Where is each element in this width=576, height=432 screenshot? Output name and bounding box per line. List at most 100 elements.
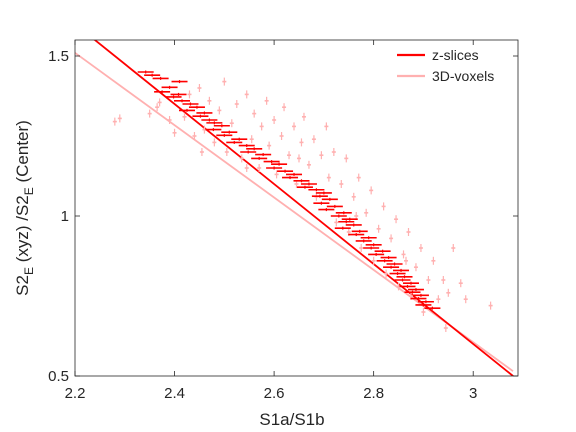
- voxel-point: [222, 77, 227, 86]
- y-tick-label: 1.5: [48, 48, 69, 65]
- voxel-point: [359, 244, 364, 252]
- voxel-point: [197, 84, 202, 92]
- voxel-point: [239, 154, 244, 163]
- slice-point: [182, 102, 199, 106]
- slice-point: [213, 124, 230, 128]
- voxel-point: [274, 170, 279, 179]
- slice-point: [407, 288, 424, 292]
- voxel-point: [384, 269, 389, 278]
- voxel-point: [264, 96, 269, 105]
- slice-point: [330, 214, 347, 218]
- voxel-point: [488, 301, 493, 310]
- voxel-point: [155, 103, 160, 112]
- fit-line-z-slices: [93, 40, 514, 376]
- voxel-point: [451, 244, 456, 252]
- slice-point: [380, 256, 397, 260]
- slice-point: [311, 194, 328, 198]
- slice-point: [300, 182, 317, 186]
- voxel-point: [339, 180, 344, 188]
- voxel-point: [406, 228, 411, 236]
- voxel-point: [182, 112, 187, 121]
- voxel-point: [199, 148, 204, 156]
- voxel-point: [431, 256, 436, 265]
- slice-point: [286, 172, 303, 176]
- slice-point: [226, 140, 243, 144]
- slice-point: [152, 76, 169, 80]
- voxel-point: [389, 234, 394, 243]
- voxel-point: [272, 116, 277, 124]
- slice-point: [399, 284, 416, 288]
- voxel-point: [212, 138, 217, 147]
- voxel-point: [112, 117, 117, 126]
- slice-point: [363, 246, 380, 250]
- slice-point: [374, 249, 391, 253]
- slice-point: [326, 204, 343, 208]
- voxel-point: [344, 154, 349, 163]
- slice-point: [360, 236, 377, 240]
- x-axis-label: S1a/S1b: [259, 410, 324, 429]
- voxel-point: [331, 148, 336, 156]
- slice-point: [246, 147, 263, 151]
- slice-point: [417, 300, 434, 304]
- voxel-point: [187, 90, 192, 99]
- voxel-point: [319, 151, 324, 160]
- slice-point: [365, 243, 382, 247]
- voxel-point: [279, 132, 284, 140]
- slice-point: [345, 223, 362, 227]
- slice-point: [192, 114, 209, 118]
- voxel-point: [356, 173, 361, 182]
- voxel-point: [257, 164, 262, 172]
- slice-point: [321, 197, 338, 201]
- voxel-point: [394, 215, 399, 224]
- voxel-point: [287, 151, 292, 160]
- slice-point: [171, 80, 188, 84]
- slice-point: [296, 185, 313, 189]
- slice-point: [402, 281, 419, 285]
- slice-point: [404, 290, 421, 294]
- slice-point: [386, 262, 403, 266]
- slice-point: [154, 90, 171, 94]
- voxel-point: [299, 138, 304, 147]
- points-layer: [112, 70, 493, 332]
- voxel-point: [311, 135, 316, 144]
- slice-point: [266, 166, 283, 170]
- x-tick-label: 3: [469, 385, 477, 402]
- voxel-point: [296, 154, 301, 163]
- voxel-point: [446, 288, 451, 297]
- voxel-point: [426, 276, 431, 284]
- slice-point: [205, 128, 222, 132]
- slice-point: [255, 153, 272, 157]
- slice-point: [341, 217, 358, 221]
- slice-point: [396, 275, 413, 279]
- slice-point: [238, 144, 255, 148]
- slice-point: [394, 278, 411, 282]
- slice-point: [178, 108, 195, 112]
- fit-lines-layer: [75, 40, 514, 376]
- slice-point: [412, 293, 429, 297]
- slice-point: [383, 265, 400, 269]
- voxel-point: [376, 224, 381, 233]
- plot-frame: [74, 39, 519, 377]
- slice-point: [334, 226, 351, 230]
- slice-point: [335, 211, 352, 215]
- voxel-point: [244, 164, 249, 172]
- slice-point: [251, 156, 268, 160]
- slice-point: [170, 92, 187, 96]
- voxel-point: [244, 90, 249, 99]
- voxel-point: [217, 106, 222, 115]
- slice-point: [165, 95, 182, 99]
- tick-labels-layer: 2.2 2.4 2.6 2.8 3 0.5 1 1.5: [48, 48, 477, 402]
- slice-point: [174, 99, 191, 103]
- series-3d-voxels: [112, 77, 493, 332]
- voxel-point: [401, 250, 406, 259]
- slice-point: [389, 272, 406, 276]
- voxel-point: [172, 128, 177, 137]
- slice-point: [424, 306, 441, 310]
- voxel-point: [249, 135, 254, 144]
- voxel-point: [441, 276, 446, 284]
- voxel-point: [224, 148, 229, 156]
- slice-point: [161, 85, 178, 89]
- voxel-point: [292, 122, 297, 131]
- slice-point: [206, 121, 223, 125]
